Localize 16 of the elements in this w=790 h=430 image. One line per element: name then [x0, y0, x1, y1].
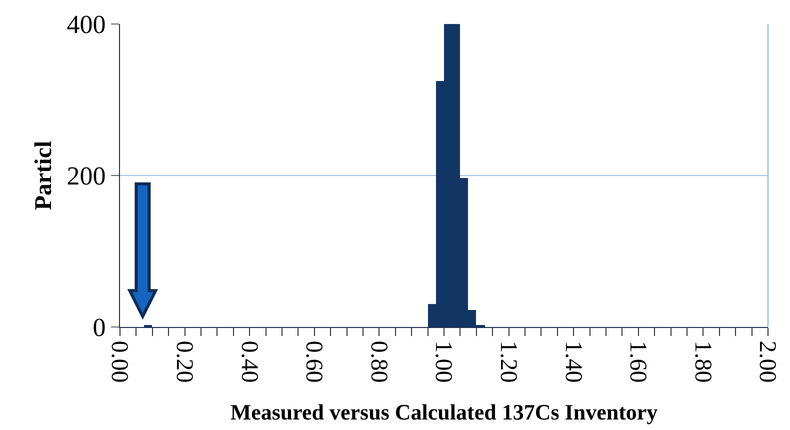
x-tick-label: 2.00: [754, 340, 780, 383]
x-tick-label: 0.20: [171, 340, 197, 383]
x-axis-title: Measured versus Calculated 137Cs Inventory: [230, 400, 658, 425]
x-tick-label: 0.80: [365, 340, 392, 383]
y-tick-label: 0: [92, 313, 106, 342]
y-axis-title: Particl: [30, 140, 57, 210]
x-tick-label: 0.00: [106, 340, 132, 383]
y-tick-label: 200: [66, 162, 106, 191]
x-tick-label: 1.80: [689, 340, 716, 383]
y-tick-label: 400: [66, 10, 106, 40]
x-tick-label: 0.60: [300, 340, 327, 383]
x-tick-label: 0.40: [236, 340, 262, 383]
x-tick-label: 1.60: [624, 340, 651, 383]
x-tick-label: 1.40: [560, 340, 586, 383]
x-tick-label: 1.00: [430, 340, 456, 383]
x-tick-label: 1.20: [495, 340, 521, 383]
